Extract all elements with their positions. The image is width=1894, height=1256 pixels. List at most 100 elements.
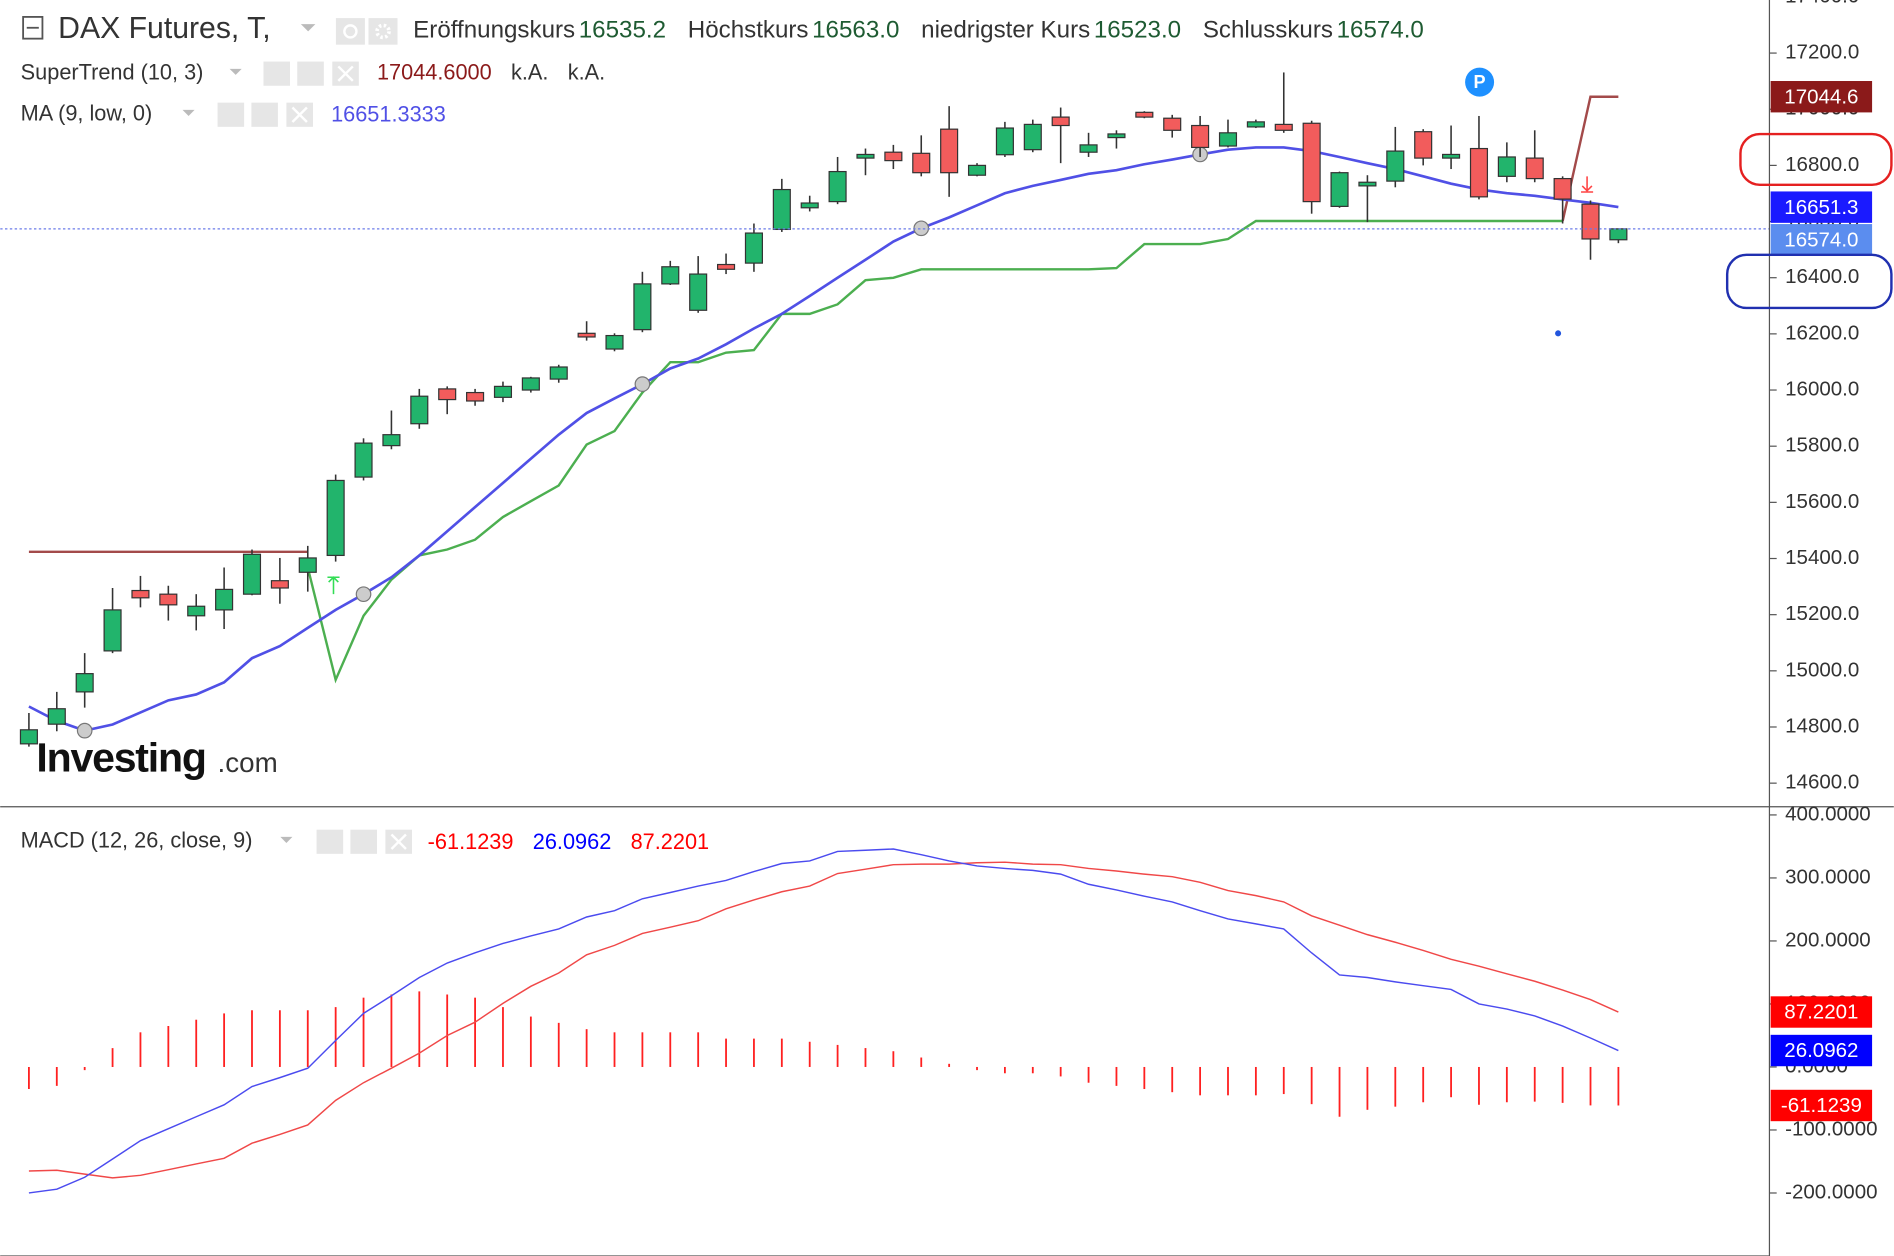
candle-body xyxy=(493,385,513,398)
price-flag xyxy=(1770,224,1873,256)
supertrend-value: k.A. xyxy=(568,59,605,84)
candle-body xyxy=(270,580,289,589)
dropdown-icon[interactable] xyxy=(229,68,242,75)
price-panel xyxy=(0,72,1770,747)
price-flag xyxy=(1770,1034,1873,1067)
price-flag xyxy=(1770,81,1873,113)
highlight-oval-blue xyxy=(1725,253,1893,310)
candle-body xyxy=(298,557,317,573)
settings-icon[interactable] xyxy=(297,61,324,86)
candle-body xyxy=(549,366,568,380)
candle-body xyxy=(940,128,959,174)
supertrend-value: 17044.6000 xyxy=(377,59,492,84)
macd-readout: -61.1239 26.0962 87.2201 xyxy=(428,829,709,854)
macd-label: MACD (12, 26, close, 9) xyxy=(21,827,253,852)
dropdown-icon[interactable] xyxy=(182,109,195,116)
candle-body xyxy=(1163,117,1182,131)
y-tick-label: 17400.0 xyxy=(1785,0,1859,7)
candle-body xyxy=(382,434,401,447)
supertrend-readout: 17044.6000 k.A. k.A. xyxy=(377,59,605,84)
y-tick-label: 300.0000 xyxy=(1785,865,1871,888)
watermark-suffix: .com xyxy=(218,747,278,778)
settings-icon[interactable] xyxy=(350,829,377,854)
macd-readout-value: -61.1239 xyxy=(428,829,514,854)
candle-body xyxy=(75,673,94,693)
price-flags: 17044.6 16651.3 16574.0 87.2201 26.0962 -61.1… xyxy=(1770,81,1873,1122)
candle-body xyxy=(1469,147,1489,198)
candle-body xyxy=(354,442,373,478)
ma-marker xyxy=(913,220,930,237)
candle-body xyxy=(884,151,903,162)
candle-body xyxy=(326,479,345,557)
close-label: Schlusskurs xyxy=(1203,17,1333,44)
signal-line xyxy=(28,861,1619,1179)
price-flag xyxy=(1770,996,1873,1028)
candle-body xyxy=(828,170,847,203)
candle-body xyxy=(159,593,178,606)
dropdown-icon[interactable] xyxy=(280,836,293,843)
candle-body xyxy=(1023,123,1042,151)
event-marker[interactable] xyxy=(1465,67,1495,97)
candle-body xyxy=(1609,228,1628,241)
close-value: 16574.0 xyxy=(1337,17,1424,44)
candle-body xyxy=(577,332,596,338)
candle-body xyxy=(242,553,262,595)
candle-body xyxy=(1302,122,1321,203)
collapse-icon[interactable] xyxy=(22,16,44,40)
ma-readout: 16651.3333 xyxy=(331,102,446,127)
settings-icon[interactable] xyxy=(251,102,278,127)
candle-body xyxy=(1525,157,1544,180)
candle-body xyxy=(995,127,1014,156)
eye-icon[interactable] xyxy=(217,102,245,127)
remove-icon-glyph xyxy=(337,65,354,82)
eye-icon[interactable] xyxy=(316,829,344,854)
settings-icon[interactable] xyxy=(368,18,398,45)
ma-marker xyxy=(76,722,93,739)
candle-body xyxy=(1079,144,1098,153)
candle-body xyxy=(1330,172,1349,207)
macd-line xyxy=(28,848,1619,1194)
price-flag xyxy=(1770,191,1873,223)
candle-body xyxy=(1497,156,1516,177)
high-label: Höchstkurs xyxy=(688,17,809,44)
y-tick-label: -200.0000 xyxy=(1785,1180,1877,1203)
candle-body xyxy=(1135,111,1154,118)
candle-body xyxy=(1246,121,1265,128)
event-marker-label: P xyxy=(1474,72,1486,92)
macd-readout-value: 87.2201 xyxy=(631,829,710,854)
low-value: 16523.0 xyxy=(1094,17,1181,44)
candle-body xyxy=(410,395,429,425)
candle-body xyxy=(47,708,66,725)
candle-body xyxy=(131,589,150,599)
candle-body xyxy=(1218,132,1238,147)
candle-body xyxy=(466,391,485,402)
y-tick-label: 16800.0 xyxy=(1785,153,1859,176)
y-tick-label: 14800.0 xyxy=(1785,714,1859,737)
ma-label: MA (9, low, 0) xyxy=(21,100,153,125)
candle-body xyxy=(103,609,122,652)
candle-body xyxy=(912,152,931,174)
ma-marker xyxy=(355,586,372,603)
dot-marker xyxy=(1555,330,1562,337)
eye-icon[interactable] xyxy=(335,18,365,45)
price-flag-label: 16651.3 xyxy=(1784,196,1858,219)
open-value: 16535.2 xyxy=(579,17,666,44)
candle-body xyxy=(661,266,680,285)
candle-body xyxy=(744,232,763,264)
candle-body xyxy=(1414,131,1433,159)
ma-line xyxy=(28,146,1619,733)
candle-body xyxy=(856,153,875,159)
candle-body xyxy=(1051,116,1070,127)
eye-icon-glyph xyxy=(343,24,358,39)
highlight-oval-red xyxy=(1739,132,1893,186)
candle-body xyxy=(1274,123,1293,131)
candle-body xyxy=(438,388,457,401)
eye-icon[interactable] xyxy=(263,61,291,86)
y-tick-label: 15400.0 xyxy=(1785,546,1859,569)
y-tick-label: 15200.0 xyxy=(1785,602,1859,625)
candle-body xyxy=(1442,153,1461,159)
candle-body xyxy=(1386,150,1405,182)
y-tick-label: 16000.0 xyxy=(1785,377,1859,400)
dropdown-icon[interactable] xyxy=(300,24,316,32)
price-flag-label: 16574.0 xyxy=(1784,228,1858,251)
